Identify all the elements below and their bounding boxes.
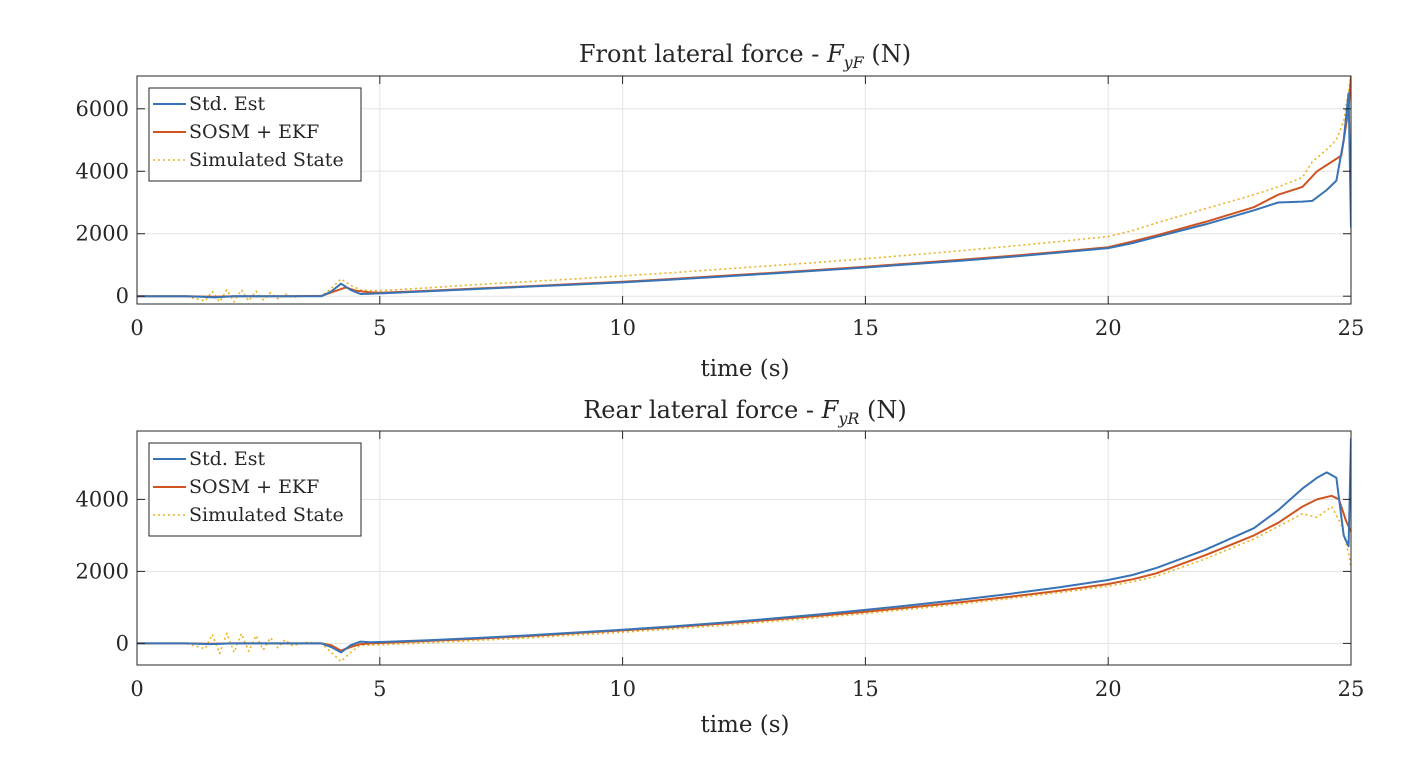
x-tick-label: 0 (130, 316, 143, 340)
x-tick-label: 25 (1338, 316, 1365, 340)
axes-box (136, 430, 1352, 666)
x-tick-label: 25 (1338, 677, 1365, 701)
x-tick-label: 20 (1095, 316, 1122, 340)
legend: Std. Est SOSM + EKF Simulated State (148, 87, 362, 182)
y-tick-label: 0 (116, 631, 129, 655)
x-tick-label: 5 (373, 316, 386, 340)
x-ticks: 0 5 10 15 20 25 (130, 431, 1364, 701)
x-tick-label: 15 (852, 316, 879, 340)
series-line-simulated-state (137, 76, 1351, 303)
x-ticks: 0 5 10 15 20 25 (130, 76, 1364, 340)
title-pre: Front lateral force - (579, 40, 827, 68)
x-axis-label: time (s) (700, 356, 789, 382)
axes-box (136, 75, 1352, 305)
legend: Std. Est SOSM + EKF Simulated State (148, 442, 362, 537)
title-sub: yF (843, 53, 865, 72)
title-post: (N) (859, 396, 906, 424)
legend-label: Std. Est (189, 448, 266, 470)
y-ticks: 0 2000 4000 6000 (76, 97, 1351, 308)
x-tick-label: 10 (609, 677, 636, 701)
y-tick-label: 6000 (76, 97, 129, 121)
y-tick-label: 0 (116, 284, 129, 308)
title-var: F (821, 396, 840, 424)
title-pre: Rear lateral force - (583, 396, 821, 424)
y-tick-label: 4000 (76, 487, 129, 511)
x-tick-label: 15 (852, 677, 879, 701)
chart-front-lateral-force: Front lateral force - FyF (N) 0 5 10 15 20 25… (76, 40, 1365, 382)
title-sub: yR (837, 409, 859, 428)
y-tick-label: 2000 (76, 559, 129, 583)
x-tick-label: 20 (1095, 677, 1122, 701)
series-line-std-est (137, 92, 1351, 299)
series (137, 76, 1351, 303)
y-ticks: 0 2000 4000 (76, 487, 1351, 655)
legend-label: Simulated State (189, 149, 344, 171)
series (137, 438, 1351, 663)
y-tick-label: 2000 (76, 222, 129, 246)
chart-title: Rear lateral force - FyR (N) (583, 396, 907, 428)
chart-title: Front lateral force - FyF (N) (579, 40, 911, 72)
title-var: F (826, 40, 845, 68)
legend-label: Simulated State (189, 504, 344, 526)
x-tick-label: 10 (609, 316, 636, 340)
x-tick-label: 5 (373, 677, 386, 701)
y-tick-label: 4000 (76, 159, 129, 183)
title-post: (N) (864, 40, 911, 68)
x-axis-label: time (s) (700, 712, 789, 738)
chart-rear-lateral-force: Rear lateral force - FyR (N) 0 5 10 15 20 25 … (76, 396, 1365, 738)
series-line-std-est (137, 438, 1351, 654)
series-line-simulated-state (137, 505, 1351, 663)
legend-label: Std. Est (189, 93, 266, 115)
x-tick-label: 0 (130, 677, 143, 701)
legend-label: SOSM + EKF (189, 121, 319, 143)
legend-label: SOSM + EKF (189, 476, 319, 498)
